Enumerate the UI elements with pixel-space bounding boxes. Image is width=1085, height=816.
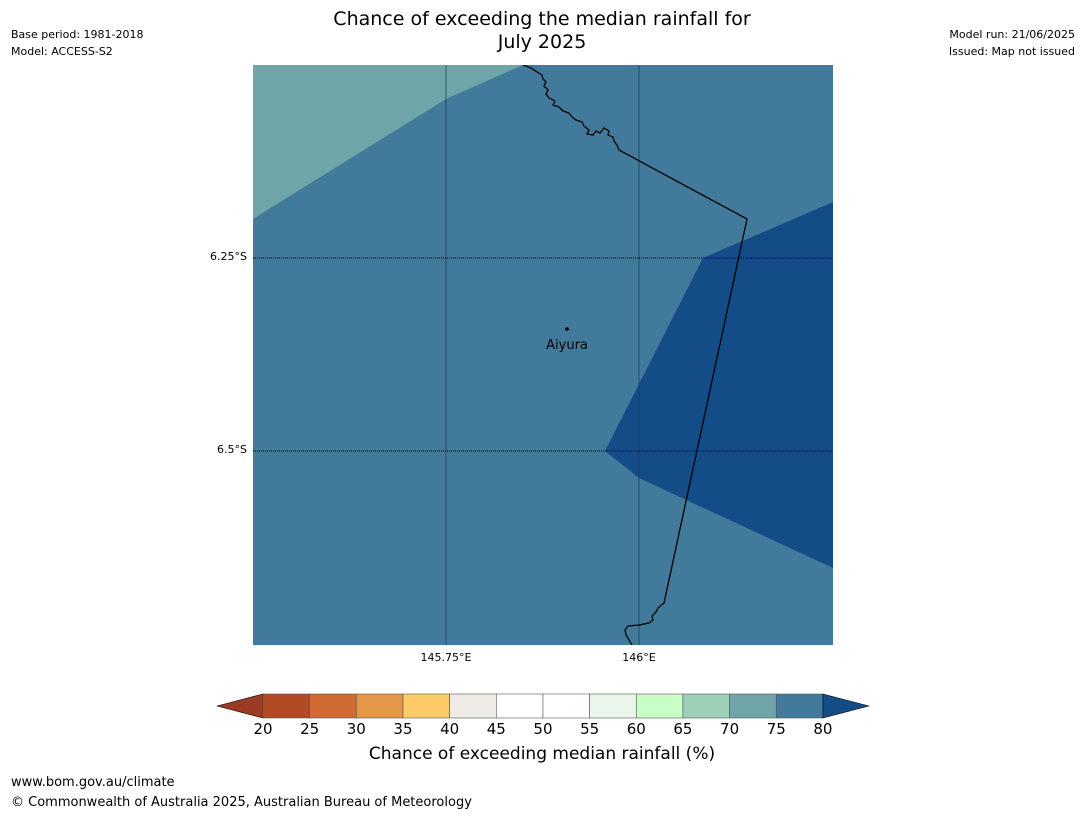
footer-url[interactable]: www.bom.gov.au/climate <box>11 775 175 790</box>
colorbar-swatch <box>309 693 357 719</box>
colorbar-swatch <box>542 693 590 719</box>
colorbar-swatch <box>356 693 404 719</box>
colorbar-extend-high <box>822 693 871 719</box>
colorbar-tick-label: 65 <box>673 720 693 738</box>
colorbar-label: Chance of exceeding median rainfall (%) <box>368 744 716 764</box>
colorbar-ticks: 20 25 30 35 40 45 50 55 60 65 70 75 80 <box>0 720 1085 740</box>
place-name-label: Aiyura <box>546 338 588 353</box>
colorbar-swatch <box>635 693 684 719</box>
colorbar-tick-label: 80 <box>813 720 833 738</box>
colorbar-swatch <box>402 693 450 719</box>
forecast-map: Aiyura <box>253 65 833 645</box>
colorbar-tick-label: 75 <box>766 720 786 738</box>
colorbar-tick-label: 30 <box>346 720 366 738</box>
meta-right: Model run: 21/06/2025 Issued: Map not is… <box>949 26 1075 60</box>
place-marker <box>565 327 569 331</box>
colorbar-swatch <box>729 693 777 719</box>
lat-label-6-25: 6.25°S <box>210 250 247 263</box>
model-run: Model run: 21/06/2025 <box>949 28 1075 41</box>
colorbar-tick-label: 55 <box>580 720 600 738</box>
lon-label-145-75: 145.75°E <box>420 651 472 664</box>
colorbar-tick-label: 25 <box>300 720 320 738</box>
region-70-75 <box>253 65 523 219</box>
map-title-line1: Chance of exceeding the median rainfall … <box>333 8 751 30</box>
colorbar-tick-label: 40 <box>440 720 460 738</box>
base-period: Base period: 1981-2018 <box>11 28 144 41</box>
lat-label-6-5: 6.5°S <box>217 443 247 456</box>
colorbar-swatch <box>775 693 824 719</box>
footer-copyright: © Commonwealth of Australia 2025, Austra… <box>11 795 472 810</box>
colorbar-swatch <box>449 693 497 719</box>
colorbar-tick-label: 35 <box>393 720 413 738</box>
model-name: Model: ACCESS-S2 <box>11 45 113 58</box>
colorbar-swatch <box>262 693 310 719</box>
region-above-80 <box>605 202 833 568</box>
colorbar-swatch <box>495 693 544 719</box>
map-title: Chance of exceeding the median rainfall … <box>242 8 842 54</box>
colorbar-tick-label: 70 <box>720 720 740 738</box>
colorbar-extend-low <box>215 693 264 719</box>
colorbar-tick-label: 50 <box>533 720 553 738</box>
border-line <box>522 65 748 645</box>
meta-left: Base period: 1981-2018 Model: ACCESS-S2 <box>11 26 143 60</box>
colorbar-tick-label: 45 <box>486 720 506 738</box>
issued-status: Issued: Map not issued <box>948 45 1075 58</box>
map-title-line2: July 2025 <box>497 31 587 53</box>
colorbar-tick-label: 20 <box>253 720 273 738</box>
colorbar <box>215 692 871 720</box>
lon-label-146: 146°E <box>622 651 656 664</box>
colorbar-tick-label: 60 <box>626 720 646 738</box>
colorbar-swatch <box>589 693 637 719</box>
colorbar-swatch <box>682 693 730 719</box>
